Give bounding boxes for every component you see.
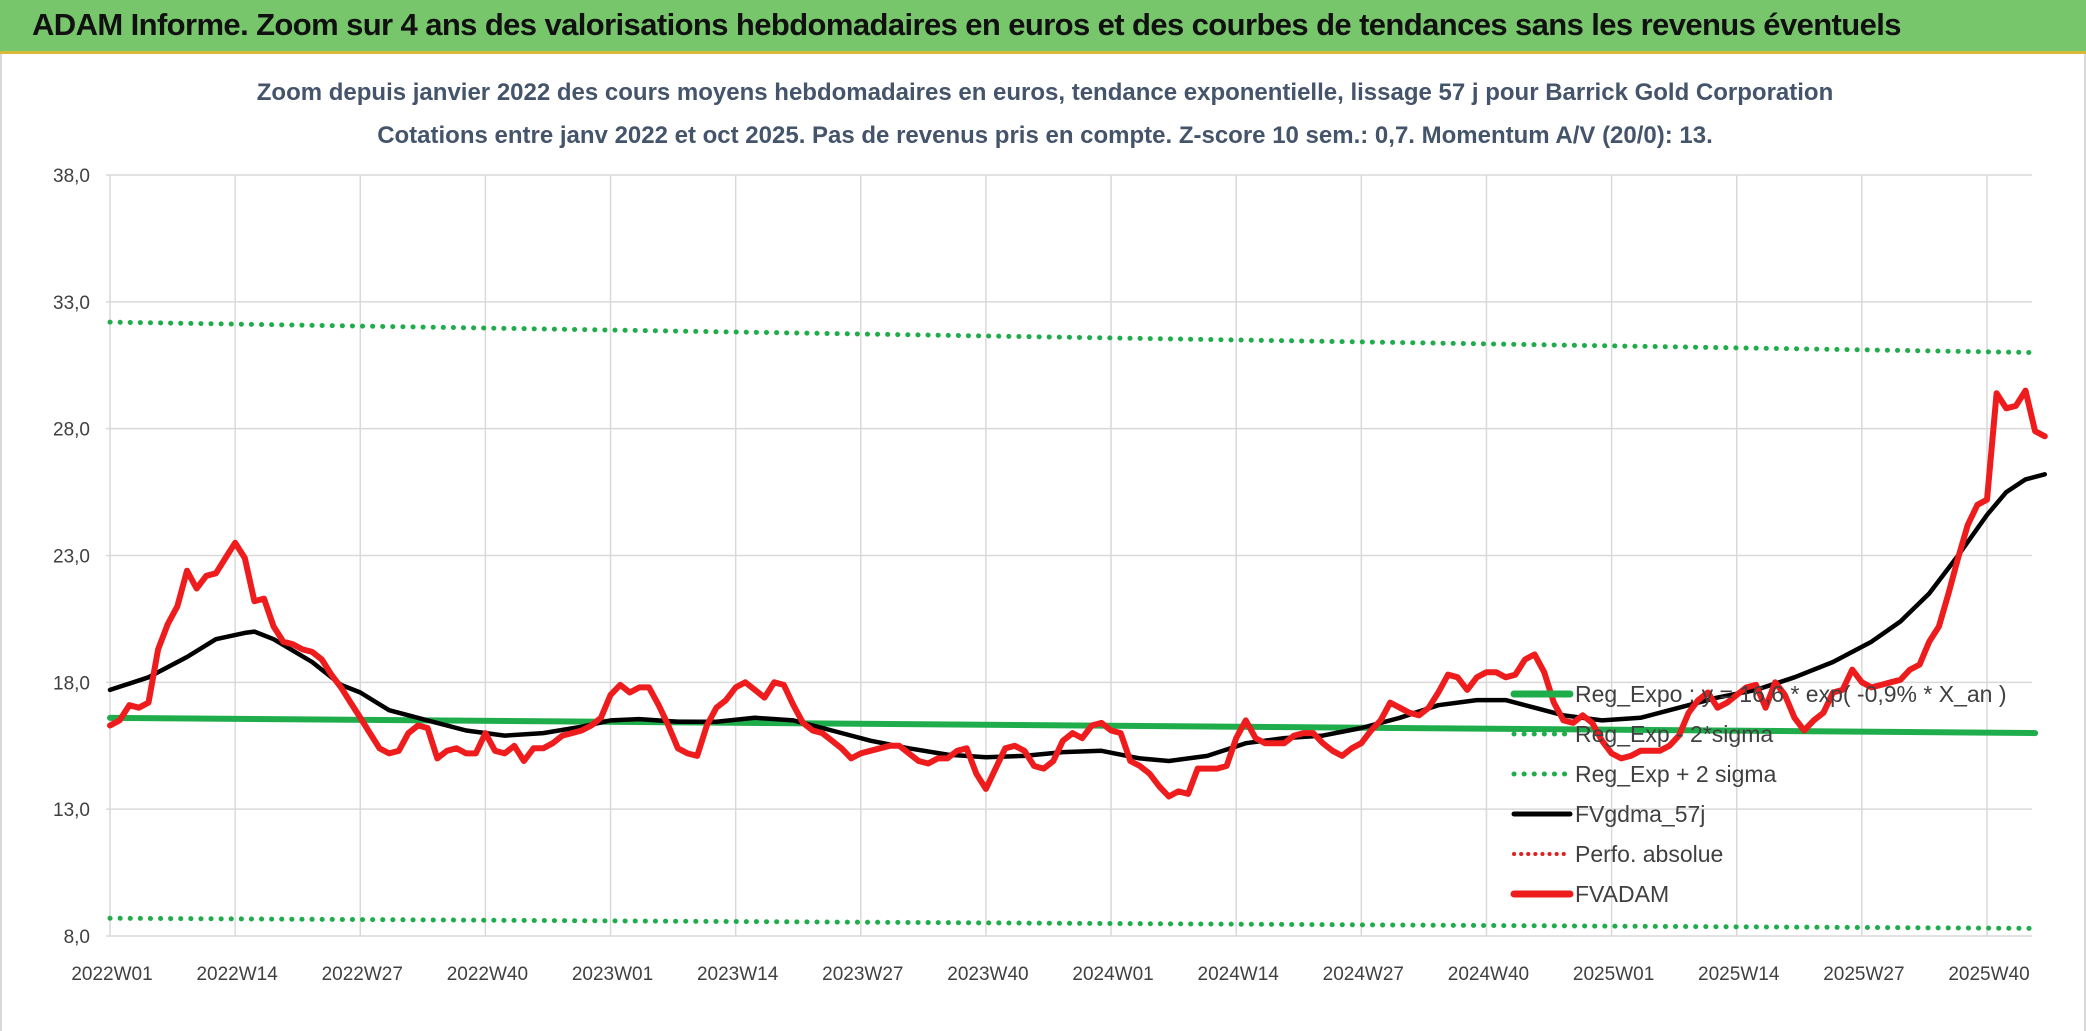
y-axis-ticks: 8,0 13,0 18,0 23,0 28,0 33,0 38,0: [53, 166, 90, 948]
legend-label-reg_plus: Reg_Exp + 2 sigma: [1575, 761, 1777, 787]
gridlines: [106, 174, 2032, 937]
x-tick-label: 2024W40: [1448, 964, 1529, 985]
legend-label-reg: Reg_Expo : y = 16,6 * exp( -0,9% * X_an …: [1575, 681, 2007, 707]
series-layer: [107, 319, 2048, 931]
y-tick-label: 28,0: [53, 420, 90, 441]
legend-label-fvadam: FVADAM: [1575, 881, 1669, 907]
x-tick-label: 2023W01: [572, 964, 653, 985]
report-title: ADAM Informe. Zoom sur 4 ans des valoris…: [32, 7, 1902, 42]
y-tick-label: 23,0: [53, 547, 90, 568]
x-tick-label: 2023W27: [822, 964, 903, 985]
x-tick-label: 2025W14: [1698, 964, 1780, 985]
x-tick-label: 2022W14: [196, 964, 278, 985]
report-banner: ADAM Informe. Zoom sur 4 ans des valoris…: [0, 0, 2086, 54]
chart-title-line-1: Zoom depuis janvier 2022 des cours moyen…: [257, 79, 1833, 106]
x-tick-label: 2023W14: [697, 964, 779, 985]
chart-area: Zoom depuis janvier 2022 des cours moyen…: [0, 54, 2086, 1031]
y-tick-label: 13,0: [53, 800, 90, 821]
legend-label-reg_minus: Reg_Exp - 2*sigma: [1575, 721, 1773, 747]
y-tick-label: 33,0: [53, 293, 90, 314]
legend: Reg_Expo : y = 16,6 * exp( -0,9% * X_an …: [1510, 681, 2007, 907]
y-tick-label: 8,0: [64, 927, 90, 948]
x-tick-label: 2022W27: [322, 964, 403, 985]
x-tick-label: 2022W01: [71, 964, 152, 985]
legend-label-fvgdma: FVgdma_57j: [1575, 801, 1705, 827]
reg-plus-2sigma-line: [107, 319, 2038, 356]
x-tick-label: 2022W40: [447, 964, 528, 985]
line-chart: Zoom depuis janvier 2022 des cours moyen…: [53, 79, 2048, 985]
x-axis-ticks: 2022W01 2022W14 2022W27 2022W40 2023W01 2023W…: [71, 964, 2029, 985]
x-tick-label: 2025W40: [1948, 964, 2029, 985]
x-tick-label: 2024W01: [1072, 964, 1153, 985]
fvadam-line: [107, 387, 2048, 800]
x-tick-label: 2023W40: [947, 964, 1028, 985]
legend-label-perfo: Perfo. absolue: [1575, 841, 1723, 867]
chart-title-line-2: Cotations entre janv 2022 et oct 2025. P…: [377, 122, 1713, 149]
reg-minus-2sigma-line: [107, 915, 2038, 931]
x-tick-label: 2024W14: [1198, 964, 1280, 985]
x-tick-label: 2024W27: [1323, 964, 1404, 985]
x-tick-label: 2025W01: [1573, 964, 1654, 985]
y-tick-label: 18,0: [53, 673, 90, 694]
x-tick-label: 2025W27: [1823, 964, 1904, 985]
y-tick-label: 38,0: [53, 166, 90, 187]
